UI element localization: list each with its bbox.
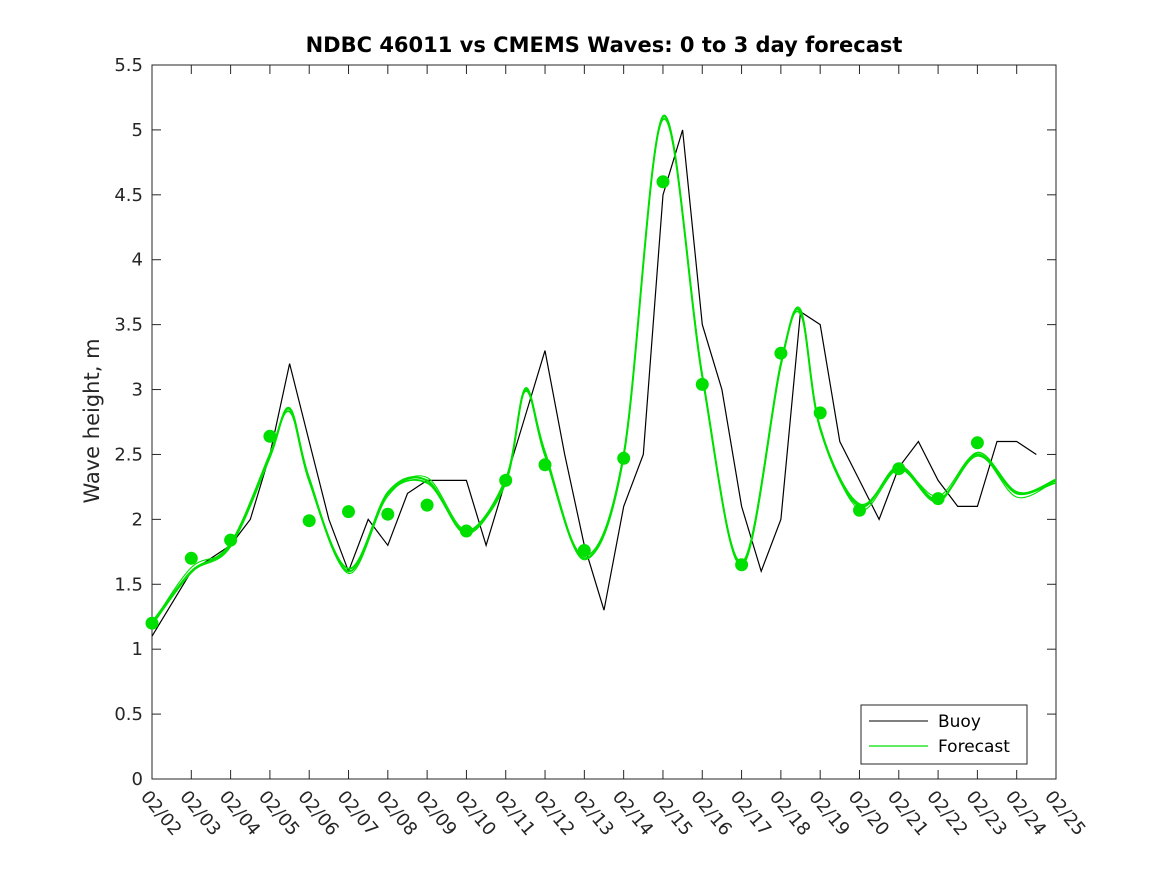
x-tick-label: 02/16: [686, 787, 735, 840]
x-tick-label: 02/10: [451, 787, 500, 840]
y-tick-label: 2: [132, 509, 143, 530]
x-tick-label: 02/02: [136, 787, 185, 840]
x-tick-label: 02/05: [254, 787, 303, 840]
forecast-marker: [499, 473, 513, 487]
x-tick-label: 02/19: [804, 787, 853, 840]
forecast-marker: [459, 524, 473, 538]
forecast-marker: [813, 406, 827, 420]
y-axis-label: Wave height, m: [80, 338, 104, 503]
y-tick-label: 1.5: [114, 574, 143, 595]
legend: Buoy Forecast: [860, 704, 1028, 765]
y-tick-label: 0.5: [114, 704, 143, 725]
x-tick-label: 02/22: [922, 787, 971, 840]
x-tick-label: 02/11: [490, 787, 539, 840]
legend-box: [860, 704, 1028, 765]
x-tick-label: 02/25: [1040, 787, 1089, 840]
x-tick-label: 02/07: [333, 787, 382, 840]
forecast-marker: [381, 507, 395, 521]
y-tick-label: 4: [132, 250, 143, 271]
forecast-marker: [263, 429, 277, 443]
forecast-marker: [184, 551, 198, 565]
forecast-marker: [656, 175, 670, 189]
x-tick-label: 02/21: [883, 787, 932, 840]
forecast-marker: [420, 498, 434, 512]
forecast-marker: [145, 616, 159, 630]
y-tick-label: 3: [132, 380, 143, 401]
forecast-marker: [538, 458, 552, 472]
forecast-marker: [774, 346, 788, 360]
y-axis: 0 0.5 1 1.5 2 2.5 3 3.5 4 4.5 5 5.5: [114, 55, 1056, 790]
x-tick-label: 02/06: [293, 787, 342, 840]
forecast-marker: [617, 451, 631, 465]
forecast-marker: [892, 462, 906, 476]
x-tick-label: 02/17: [726, 787, 775, 840]
forecast-markers: [145, 175, 984, 630]
x-tick-label: 02/04: [215, 787, 264, 840]
x-tick-label: 02/08: [372, 787, 421, 840]
y-tick-label: 3.5: [114, 315, 143, 336]
forecast-marker: [853, 503, 866, 517]
forecast-marker: [695, 377, 709, 391]
x-tick-label: 02/12: [529, 787, 578, 840]
y-tick-label: 1: [132, 639, 143, 660]
x-tick-label: 02/23: [962, 787, 1011, 840]
y-tick-label: 0: [132, 769, 143, 790]
legend-forecast-label: Forecast: [938, 737, 1010, 757]
y-tick-label: 5.5: [114, 55, 143, 76]
forecast-marker: [931, 492, 945, 506]
y-tick-label: 2.5: [114, 444, 143, 465]
chart-title: NDBC 46011 vs CMEMS Waves: 0 to 3 day fo…: [306, 33, 903, 57]
x-tick-label: 02/24: [1001, 787, 1050, 840]
forecast-marker: [577, 544, 591, 557]
x-tick-label: 02/09: [411, 787, 460, 840]
forecast-marker: [970, 436, 984, 450]
y-tick-label: 5: [132, 120, 143, 141]
x-tick-label: 02/14: [608, 787, 657, 840]
plot-area: [151, 64, 1057, 780]
legend-buoy-label: Buoy: [938, 712, 981, 732]
x-tick-label: 02/03: [175, 787, 224, 840]
x-tick-label: 02/18: [765, 787, 814, 840]
forecast-marker: [735, 558, 749, 572]
forecast-marker: [224, 533, 238, 547]
x-tick-label: 02/13: [568, 787, 617, 840]
x-tick-label: 02/20: [844, 787, 893, 840]
x-tick-label: 02/15: [647, 787, 696, 840]
forecast-marker: [302, 514, 316, 528]
y-tick-label: 4.5: [114, 185, 143, 206]
forecast-line-4: [151, 119, 1057, 626]
forecast-marker: [342, 505, 355, 519]
